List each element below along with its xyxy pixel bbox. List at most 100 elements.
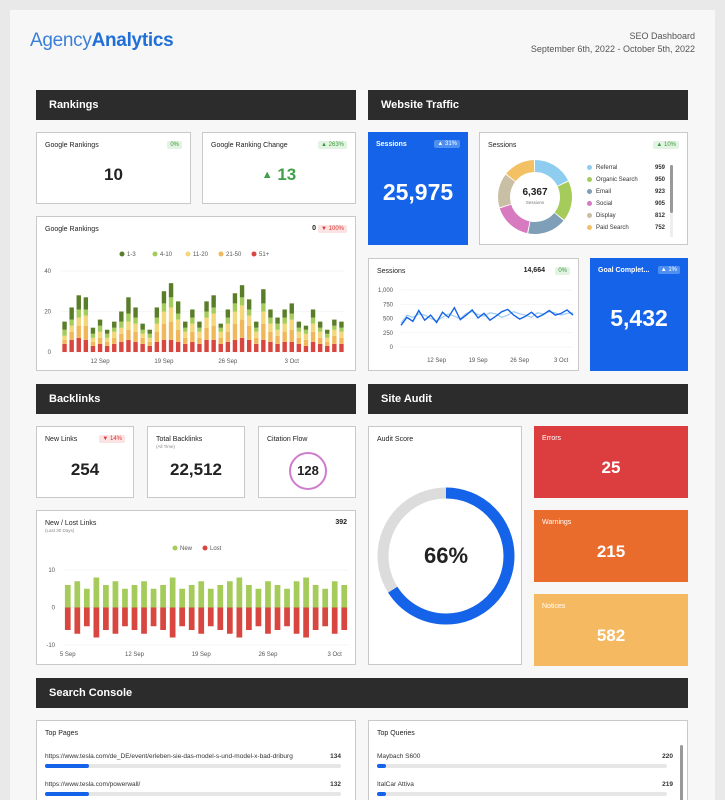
section-header-site-audit: Site Audit bbox=[368, 384, 688, 414]
bar-segment bbox=[154, 307, 160, 318]
y-tick-label: 40 bbox=[44, 269, 51, 275]
sessions-donut-chart bbox=[498, 160, 572, 234]
legend-label: Display bbox=[596, 213, 616, 220]
bar-lost bbox=[322, 607, 329, 627]
list-item[interactable]: Maybach S600 220 bbox=[377, 753, 673, 768]
bar-new bbox=[274, 585, 281, 608]
bar-segment bbox=[69, 339, 74, 352]
bar-segment bbox=[133, 307, 138, 318]
bar-new bbox=[64, 585, 71, 608]
bar-segment bbox=[218, 337, 223, 344]
y-tick-label: 0 bbox=[52, 606, 56, 612]
citation-flow-card: Citation Flow 128 bbox=[258, 426, 356, 498]
bar-segment bbox=[112, 327, 117, 332]
bar-segment bbox=[232, 303, 238, 312]
legend-item: Email 923 bbox=[587, 189, 665, 195]
bar-segment bbox=[161, 303, 167, 312]
donut-slice bbox=[554, 181, 572, 220]
progress-bar-fill bbox=[377, 764, 386, 768]
bar-segment bbox=[175, 301, 181, 314]
list-item[interactable]: ItalCar Attiva 219 bbox=[377, 781, 673, 796]
bar-segment bbox=[204, 301, 209, 312]
legend-dot bbox=[172, 545, 178, 551]
bar-segment bbox=[140, 337, 145, 344]
google-rankings-chart-card: Google Rankings 0 ▼ 100% 1-3 4-10 11-20 21-… bbox=[36, 216, 356, 371]
legend-item: Social 905 bbox=[587, 201, 665, 207]
bar-new bbox=[246, 585, 252, 608]
card-subtitle: (Last 30 Days) bbox=[45, 528, 75, 533]
new-lost-links-chart-card: New / Lost Links (Last 30 Days) 392 New L… bbox=[36, 510, 356, 665]
bar-lost bbox=[179, 607, 186, 627]
bar-segment bbox=[261, 311, 266, 324]
bar-new bbox=[236, 577, 243, 608]
bar-new bbox=[293, 581, 300, 608]
bar-segment bbox=[246, 309, 252, 316]
bar-segment bbox=[90, 333, 96, 338]
list-item[interactable]: https://www.tesla.com/powerwall/ 132 bbox=[45, 781, 341, 796]
y-tick-label: 0 bbox=[390, 345, 394, 351]
donut-slice bbox=[535, 160, 569, 186]
donut-center-label: Sessions bbox=[525, 200, 545, 205]
bar-new bbox=[122, 588, 128, 608]
legend-label: Referral bbox=[596, 165, 618, 172]
bar-segment bbox=[261, 303, 266, 312]
bar-lost bbox=[74, 607, 81, 634]
bar-new bbox=[131, 585, 138, 608]
x-tick-label: 19 Sep bbox=[192, 652, 212, 658]
bar-lost bbox=[169, 607, 176, 638]
bar-segment bbox=[296, 327, 302, 332]
bar-segment bbox=[69, 319, 74, 326]
bar-lost bbox=[293, 607, 300, 634]
notices-card: Notices 582 bbox=[534, 594, 688, 666]
sessions-line-chart: 1,000 750 500 250 0 12 Sep 19 Sep 26 Sep 3 Oct bbox=[378, 288, 574, 364]
bar-lost bbox=[160, 607, 166, 630]
card-title: Goal Complet... bbox=[598, 267, 650, 274]
card-title: Audit Score bbox=[377, 436, 414, 443]
bar-segment bbox=[317, 343, 323, 352]
legend-dot bbox=[119, 251, 125, 257]
change-badge: ▼ 14% bbox=[99, 435, 125, 443]
card-title: Top Queries bbox=[377, 730, 415, 737]
legend-label: Lost bbox=[210, 546, 222, 552]
bar-lost bbox=[303, 607, 309, 638]
list-scrollbar[interactable] bbox=[680, 745, 683, 800]
card-title: Errors bbox=[542, 435, 562, 442]
progress-bar bbox=[45, 792, 341, 796]
donut-slice bbox=[506, 160, 535, 182]
bar-segment bbox=[310, 309, 316, 318]
bar-segment bbox=[197, 327, 202, 332]
bar-segment bbox=[119, 327, 124, 334]
change-badge: 0% bbox=[167, 141, 182, 149]
card-title: New / Lost Links bbox=[45, 520, 97, 527]
card-title: Google Ranking Change bbox=[211, 142, 288, 149]
bar-lost bbox=[141, 607, 147, 634]
google-rankings-value: 10 bbox=[104, 165, 123, 184]
legend-label: 4-10 bbox=[160, 252, 173, 258]
bar-segment bbox=[246, 315, 252, 326]
list-item[interactable]: https://www.tesla.com/de_DE/event/erlebe… bbox=[45, 753, 341, 768]
bar-segment bbox=[90, 345, 96, 352]
bar-segment bbox=[119, 321, 124, 328]
section-header-search-console: Search Console bbox=[36, 678, 688, 708]
bar-new bbox=[284, 588, 290, 608]
bar-segment bbox=[204, 311, 209, 318]
legend-value: 812 bbox=[654, 213, 665, 219]
bar-lost bbox=[188, 607, 195, 630]
bar-segment bbox=[69, 331, 74, 340]
bar-segment bbox=[104, 341, 110, 346]
bar-segment bbox=[289, 319, 294, 330]
bar-segment bbox=[268, 331, 273, 342]
bar-segment bbox=[161, 311, 167, 324]
ranking-change-value: ▲ 13 bbox=[261, 165, 297, 184]
bar-segment bbox=[261, 289, 266, 304]
donut-slice bbox=[498, 174, 516, 208]
bar-segment bbox=[296, 321, 302, 328]
bar-segment bbox=[211, 295, 216, 308]
legend-scrollbar[interactable] bbox=[670, 165, 673, 237]
bar-segment bbox=[310, 341, 316, 352]
bar-segment bbox=[147, 345, 152, 352]
bar-segment bbox=[126, 339, 131, 352]
bar-new bbox=[141, 581, 147, 608]
bar-segment bbox=[183, 321, 188, 328]
bar-segment bbox=[97, 319, 103, 326]
